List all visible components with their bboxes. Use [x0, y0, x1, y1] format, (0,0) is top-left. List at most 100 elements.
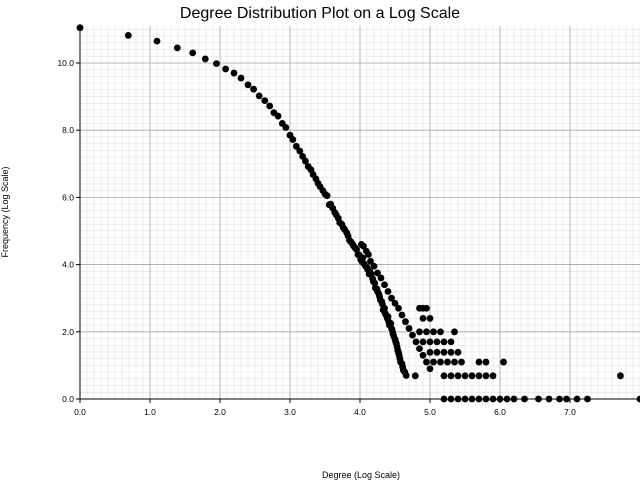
data-point — [189, 49, 197, 57]
data-point — [461, 395, 469, 403]
data-point — [545, 395, 553, 403]
data-point — [454, 372, 462, 380]
data-point — [292, 142, 300, 150]
x-tick-label: 0.0 — [74, 407, 86, 417]
data-point — [461, 372, 469, 380]
data-point — [391, 299, 399, 307]
data-point — [475, 358, 483, 366]
data-point — [282, 124, 290, 131]
data-point — [454, 395, 462, 403]
data-point — [440, 348, 448, 356]
data-point — [437, 328, 444, 336]
data-point — [402, 372, 410, 379]
data-point — [426, 338, 434, 346]
data-point — [535, 395, 542, 403]
x-tick-label: 5.0 — [424, 407, 436, 417]
data-point — [360, 242, 367, 250]
data-point — [387, 319, 395, 327]
data-point — [412, 338, 420, 346]
data-point — [423, 328, 430, 336]
data-point — [482, 395, 490, 403]
data-point — [496, 395, 504, 403]
data-point — [230, 69, 238, 77]
x-tick-label: 7.0 — [564, 407, 576, 417]
data-point — [423, 304, 430, 312]
data-point — [213, 60, 220, 68]
y-tick-labels: 0.0 2.0 4.0 6.0 8.0 10.0 — [57, 58, 74, 404]
x-tick-label: 4.0 — [354, 407, 366, 417]
data-point — [454, 348, 462, 356]
data-point — [296, 147, 304, 155]
data-point — [433, 338, 441, 346]
data-point — [451, 328, 458, 336]
y-tick-label: 0.0 — [62, 394, 74, 404]
y-tick-label: 4.0 — [62, 260, 74, 270]
data-point — [430, 358, 437, 366]
x-axis-label: Degree (Log Scale) — [322, 470, 400, 480]
data-point — [451, 358, 458, 366]
data-point — [440, 395, 448, 403]
data-point — [76, 24, 84, 32]
data-point — [370, 262, 378, 270]
data-point — [510, 395, 518, 403]
data-point — [371, 279, 379, 287]
x-tick-label: 3.0 — [284, 407, 296, 417]
data-point — [447, 395, 455, 403]
data-point — [475, 395, 483, 403]
data-point — [426, 348, 434, 356]
data-point — [419, 338, 427, 346]
data-point — [433, 348, 441, 356]
data-point — [440, 372, 448, 380]
data-point — [423, 358, 430, 366]
data-point — [153, 37, 161, 45]
data-point — [419, 351, 427, 359]
data-point — [556, 395, 563, 403]
data-point — [377, 274, 385, 282]
data-point — [384, 313, 392, 321]
data-point — [402, 318, 409, 326]
major-gridlines — [79, 26, 640, 400]
x-tick-label: 1.0 — [144, 407, 156, 417]
data-point — [374, 269, 381, 277]
data-point — [584, 395, 591, 403]
data-point — [409, 331, 416, 339]
data-point — [426, 314, 434, 322]
data-point — [617, 372, 624, 380]
data-point — [222, 65, 230, 73]
chart-title: Degree Distribution Plot on a Log Scale — [180, 5, 460, 22]
data-point — [563, 395, 570, 403]
data-point — [437, 358, 444, 366]
data-point — [468, 372, 476, 380]
data-point — [388, 294, 395, 302]
data-point — [482, 358, 490, 366]
data-point — [381, 304, 388, 312]
y-axis-label: Frequency (Log Scale) — [0, 166, 10, 257]
data-point — [489, 395, 497, 403]
x-tick-label: 2.0 — [214, 407, 226, 417]
data-point — [503, 395, 511, 403]
data-point — [405, 325, 413, 332]
data-point — [359, 254, 367, 262]
data-point — [173, 44, 181, 52]
data-point — [201, 55, 209, 63]
data-point — [395, 304, 402, 312]
data-point — [381, 281, 388, 289]
data-point — [489, 372, 497, 380]
data-point — [475, 372, 483, 380]
data-point — [444, 358, 451, 366]
y-tick-label: 10.0 — [57, 58, 74, 68]
data-point — [440, 338, 448, 346]
y-tick-label: 6.0 — [62, 192, 74, 202]
data-point — [237, 74, 245, 82]
data-point — [636, 395, 640, 403]
y-tick-label: 2.0 — [62, 327, 74, 337]
data-point — [416, 328, 423, 336]
data-point — [458, 358, 465, 366]
y-tick-label: 8.0 — [62, 125, 74, 135]
data-point — [447, 338, 455, 346]
axes — [76, 26, 640, 403]
data-point — [302, 157, 309, 165]
data-point — [430, 328, 437, 336]
x-tick-labels: 0.0 1.0 2.0 3.0 4.0 5.0 6.0 7.0 — [74, 407, 576, 417]
